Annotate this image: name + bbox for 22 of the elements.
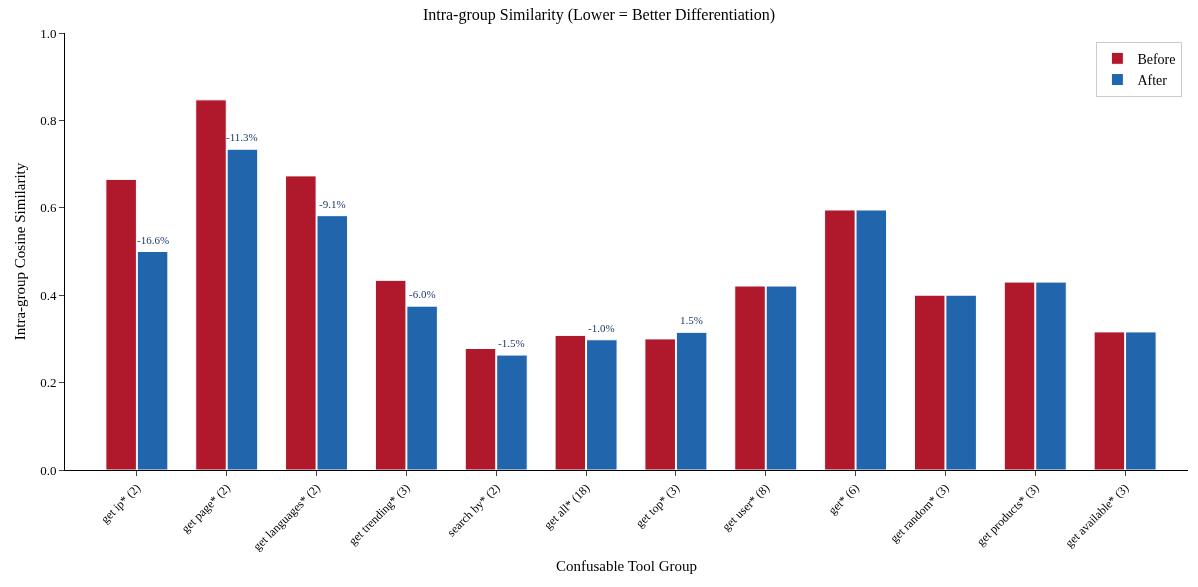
- y-tick-label: 0.6: [40, 200, 57, 216]
- y-tick-label: 0.2: [40, 375, 57, 391]
- chart-title: Intra-group Similarity (Lower = Better Differentiation): [422, 6, 776, 25]
- legend-label: After: [1137, 73, 1168, 88]
- annotation: -16.6%: [137, 234, 170, 246]
- annotation: 1.5%: [680, 314, 703, 326]
- annotation: -6.0%: [409, 288, 436, 300]
- y-tick-label: 0.4: [40, 287, 57, 303]
- annotation: -1.0%: [588, 322, 615, 334]
- x-axis-title: Confusable Tool Group: [555, 558, 698, 575]
- annotation: -1.5%: [498, 337, 525, 349]
- x-tick-label: get* (6): [825, 480, 862, 518]
- legend-label: Before: [1137, 51, 1176, 67]
- y-tick-label: 0.8: [40, 112, 57, 128]
- y-tick-label: 0.0: [40, 462, 57, 478]
- y-tick-label: 1.0: [40, 25, 57, 41]
- x-tick-label: get top* (3): [632, 480, 683, 531]
- annotation: -9.1%: [319, 198, 346, 210]
- x-tick-label: get ip* (2): [97, 480, 144, 527]
- x-tick-label: get all* (18): [541, 480, 593, 533]
- annotation: -11.3%: [226, 131, 258, 143]
- y-axis-title: Intra-group Cosine Similarity: [12, 162, 28, 341]
